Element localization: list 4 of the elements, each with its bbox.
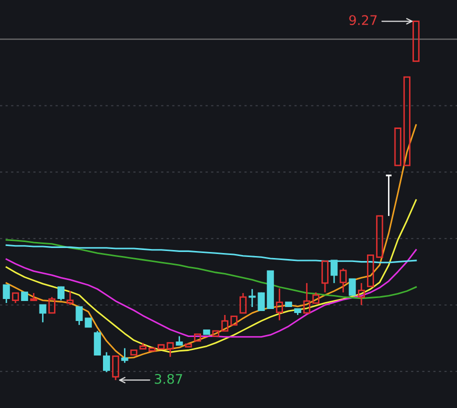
candlestick (248, 288, 256, 308)
annotation: 9.27 (349, 15, 377, 26)
annotation: 3.87 (154, 374, 182, 384)
candlestick (358, 282, 365, 306)
